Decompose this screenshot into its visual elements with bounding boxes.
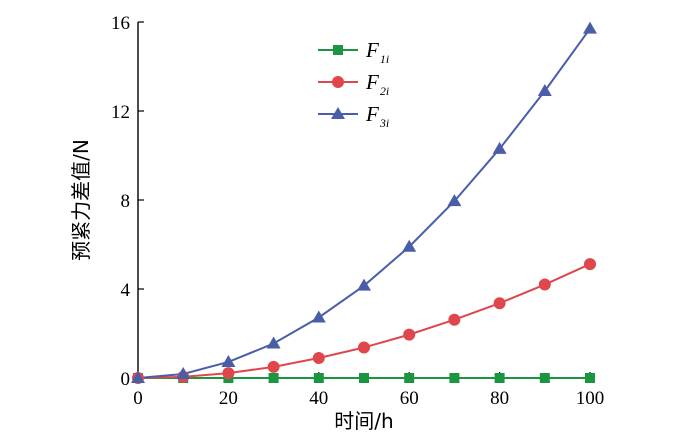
- y-tick-label: 8: [121, 191, 131, 212]
- y-ticks: 0 4 8 12 16: [111, 13, 144, 390]
- series-lines: [137, 28, 591, 379]
- data-point-series-1: [539, 373, 550, 383]
- data-point-series-1: [494, 373, 505, 383]
- data-point-series-1: [268, 373, 279, 383]
- y-tick-label: 12: [111, 102, 130, 123]
- data-point-series-3: [402, 239, 417, 252]
- series-markers: [131, 21, 597, 384]
- data-point-series-2: [222, 367, 235, 380]
- data-point-series-1: [585, 373, 595, 383]
- x-tick-label: 80: [490, 388, 509, 409]
- data-point-series-1: [359, 373, 369, 383]
- legend: F1i F2i F3i: [318, 38, 389, 130]
- axes: [137, 22, 590, 379]
- y-tick-label: 0: [121, 369, 131, 390]
- legend-label-1: F1i: [365, 38, 389, 66]
- x-tick-label: 40: [309, 388, 328, 409]
- legend-label-2: F2i: [365, 70, 389, 98]
- x-axis-title: 时间/h: [334, 409, 393, 433]
- data-point-series-2: [403, 328, 416, 341]
- legend-marker-1: [333, 45, 343, 55]
- x-tick-label: 100: [576, 388, 605, 409]
- data-point-series-3: [357, 278, 371, 291]
- y-axis-title: 预紧力差值/N: [69, 139, 93, 261]
- data-point-series-2: [493, 297, 506, 310]
- legend-label-3: F3i: [365, 102, 389, 130]
- data-point-series-3: [537, 83, 552, 96]
- data-point-series-2: [312, 351, 325, 364]
- series-line-3: [137, 28, 591, 379]
- legend-marker-2: [332, 76, 344, 88]
- data-point-series-3: [266, 336, 281, 349]
- data-point-series-1: [313, 373, 324, 383]
- x-tick-label: 60: [400, 388, 419, 409]
- legend-marker-3: [331, 107, 345, 119]
- y-tick-label: 16: [111, 13, 130, 34]
- data-point-series-1: [449, 373, 460, 383]
- data-point-series-3: [492, 141, 507, 154]
- data-point-series-3: [447, 194, 462, 207]
- data-point-series-2: [448, 313, 461, 326]
- x-tick-label: 20: [219, 388, 238, 409]
- data-point-series-2: [267, 360, 280, 373]
- data-point-series-1: [404, 373, 415, 383]
- data-point-series-2: [584, 258, 596, 271]
- y-tick-label: 4: [121, 280, 131, 301]
- data-point-series-2: [358, 341, 370, 354]
- x-tick-label: 0: [133, 388, 143, 409]
- data-point-series-3: [583, 21, 597, 34]
- x-ticks: 0 20 40 60 80 100: [133, 372, 604, 409]
- data-point-series-3: [221, 354, 236, 367]
- data-point-series-3: [311, 310, 326, 323]
- data-point-series-3: [131, 371, 145, 383]
- data-point-series-3: [176, 366, 191, 379]
- data-point-series-2: [538, 278, 551, 291]
